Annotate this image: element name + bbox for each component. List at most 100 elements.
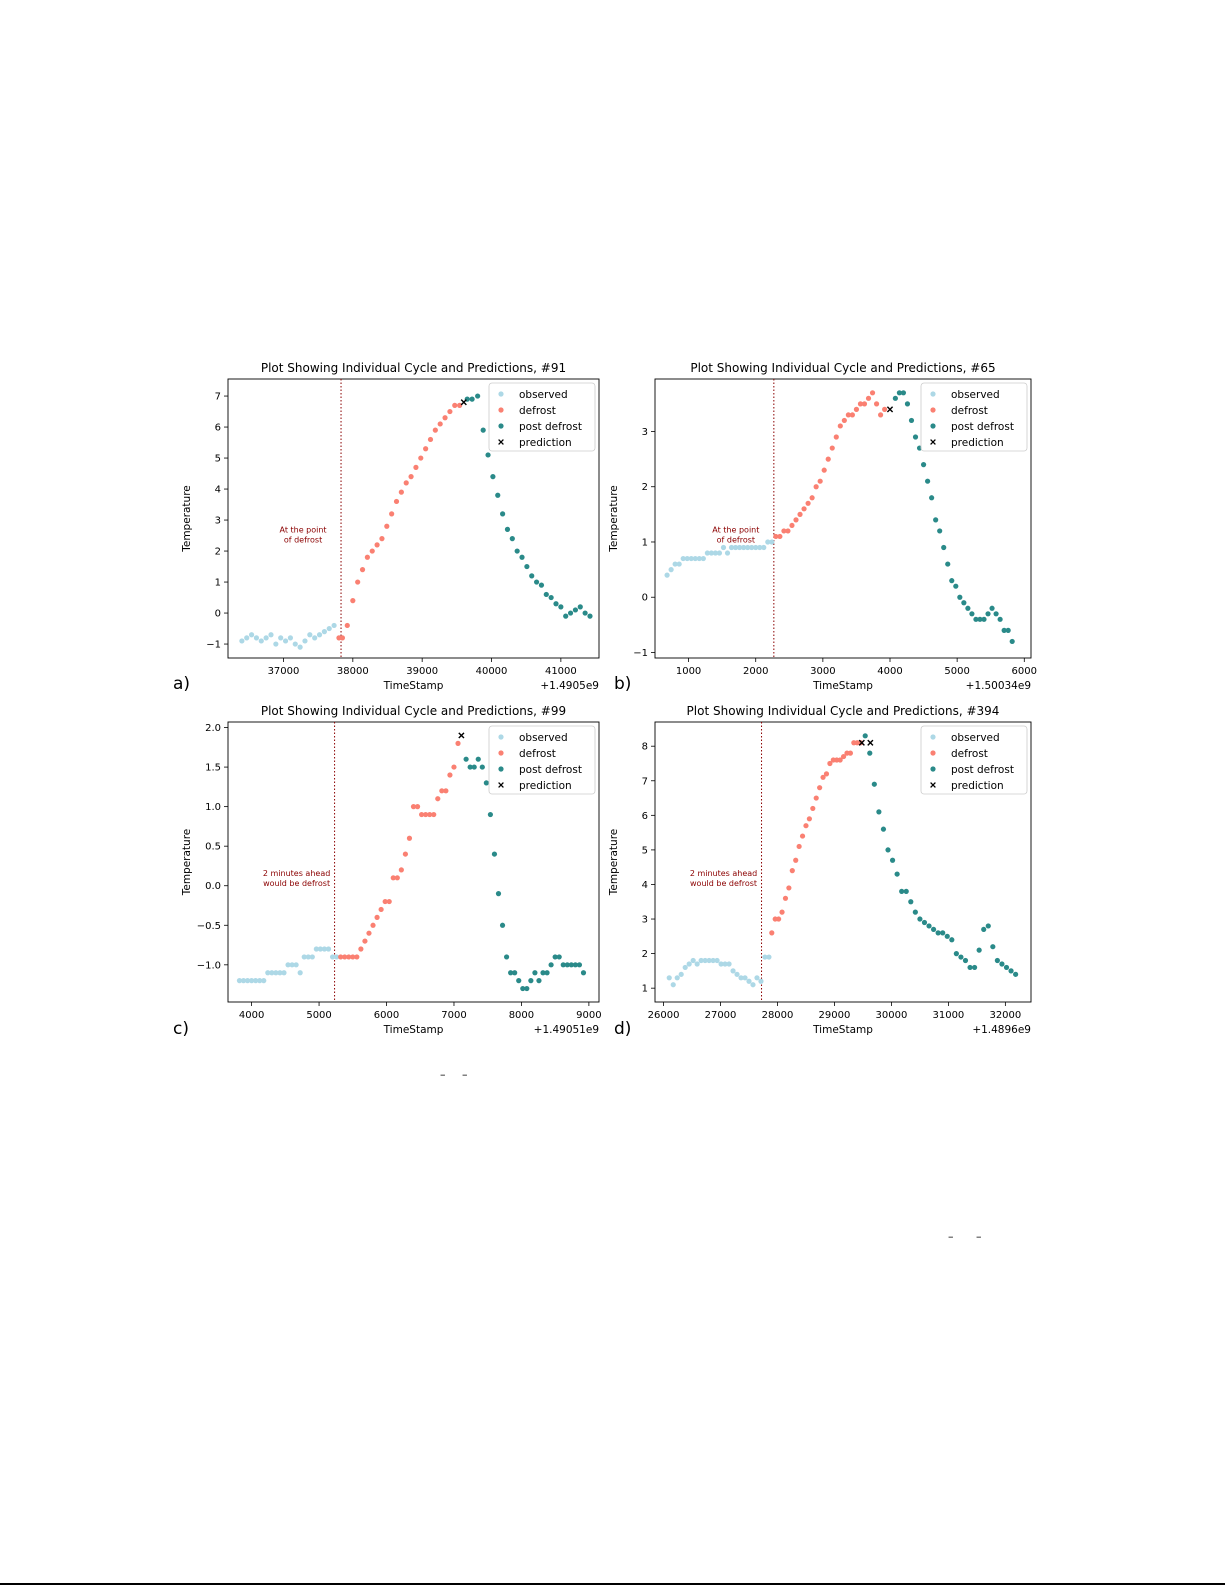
x-axis-label: TimeStamp — [383, 1024, 444, 1036]
post-defrost-point — [556, 954, 562, 960]
defrost-point — [841, 417, 847, 424]
observed-point — [745, 544, 751, 551]
post-defrost-point — [929, 495, 935, 501]
observed-point — [712, 550, 719, 556]
observed-point — [686, 961, 692, 967]
observed-point — [317, 946, 324, 952]
y-tick-label: 6 — [215, 423, 221, 434]
defrost-point — [786, 885, 792, 891]
defrost-point — [776, 916, 782, 922]
defrost-point — [773, 533, 779, 540]
y-axis-label: Temperature — [181, 829, 193, 897]
observed-point — [718, 961, 724, 967]
defrost-point — [809, 495, 815, 501]
legend-box — [920, 725, 1028, 795]
post-defrost-point — [933, 517, 939, 523]
post-defrost-point — [903, 888, 909, 894]
y-tick-label: 5 — [215, 454, 221, 465]
post-defrost-point — [900, 390, 907, 396]
legend-marker-prediction — [930, 782, 936, 788]
y-tick-label: 1 — [215, 578, 221, 589]
observed-point — [726, 961, 732, 967]
defrost-point — [455, 740, 461, 746]
defrost-point — [386, 898, 392, 905]
defrost-point — [457, 402, 463, 408]
x-offset-label: +1.4896e9 — [972, 1024, 1031, 1036]
observed-point — [269, 970, 275, 976]
x-tick-label: 31000 — [932, 1010, 964, 1021]
post-defrost-point — [572, 962, 578, 968]
x-tick-label: 37000 — [268, 666, 300, 677]
annotation-text: At the point — [712, 525, 759, 534]
post-defrost-point — [908, 417, 915, 424]
observed-point — [265, 970, 271, 976]
observed-point — [702, 957, 708, 964]
y-tick-label: 8 — [642, 742, 648, 753]
defrost-point — [840, 753, 847, 760]
observed-point — [722, 961, 728, 967]
legend-box — [488, 382, 596, 452]
observed-point — [737, 544, 743, 551]
observed-point — [331, 622, 337, 629]
defrost-point — [796, 843, 802, 850]
defrost-point — [366, 930, 372, 936]
annotation-text: 2 minutes ahead — [263, 869, 330, 878]
defrost-point — [858, 740, 864, 746]
observed-point — [684, 555, 690, 562]
x-tick-label: 40000 — [476, 666, 508, 677]
stray-mark-4: – — [976, 1230, 982, 1243]
observed-point — [700, 555, 706, 562]
x-tick-label: 41000 — [545, 666, 577, 677]
panel-label: a) — [173, 674, 190, 694]
defrost-point — [813, 795, 819, 801]
legend-label: observed — [519, 389, 568, 401]
defrost-point — [432, 427, 438, 433]
x-tick-label: 2000 — [743, 666, 768, 677]
legend-marker-observed — [930, 391, 936, 397]
x-tick-label: 6000 — [374, 1010, 399, 1021]
post-defrost-point — [544, 970, 550, 976]
observed-point — [309, 954, 315, 960]
post-defrost-point — [471, 764, 477, 770]
defrost-point — [452, 402, 458, 408]
prediction-point — [458, 732, 465, 739]
post-defrost-point — [944, 933, 950, 939]
post-defrost-point — [485, 452, 491, 458]
legend-marker-defrost — [930, 750, 936, 756]
stray-mark-3: – — [948, 1230, 954, 1243]
x-tick-label: 9000 — [576, 1010, 601, 1021]
defrost-point — [389, 511, 395, 517]
defrost-point — [369, 548, 375, 554]
post-defrost-point — [977, 616, 983, 622]
observed-point — [248, 632, 255, 638]
post-defrost-point — [504, 526, 511, 532]
post-defrost-point — [529, 573, 535, 579]
post-defrost-point — [973, 616, 979, 622]
observed-point — [758, 978, 764, 984]
legend-label: prediction — [951, 780, 1004, 792]
chart-panel-1: Plot Showing Individual Cycle and Predic… — [173, 361, 600, 694]
post-defrost-point — [543, 591, 549, 598]
post-defrost-point — [519, 554, 525, 560]
observed-point — [753, 544, 759, 551]
x-tick-label: 5000 — [306, 1010, 331, 1021]
defrost-point — [837, 423, 843, 429]
defrost-point — [342, 954, 348, 960]
legend-marker-post-defrost — [930, 766, 936, 772]
x-tick-label: 39000 — [406, 666, 438, 677]
defrost-point — [410, 804, 417, 810]
observed-point — [305, 954, 311, 960]
post-defrost-point — [961, 600, 967, 606]
post-defrost-point — [572, 607, 579, 613]
observed-point — [244, 635, 250, 641]
observed-point — [678, 971, 684, 977]
post-defrost-point — [512, 970, 518, 976]
y-tick-label: 1.0 — [205, 802, 221, 813]
x-offset-label: +1.4905e9 — [540, 680, 599, 692]
post-defrost-point — [1009, 638, 1015, 645]
legend-label: defrost — [951, 405, 988, 417]
post-defrost-point — [926, 923, 932, 929]
observed-point — [708, 550, 715, 556]
observed-point — [672, 561, 678, 567]
defrost-point — [849, 412, 856, 418]
